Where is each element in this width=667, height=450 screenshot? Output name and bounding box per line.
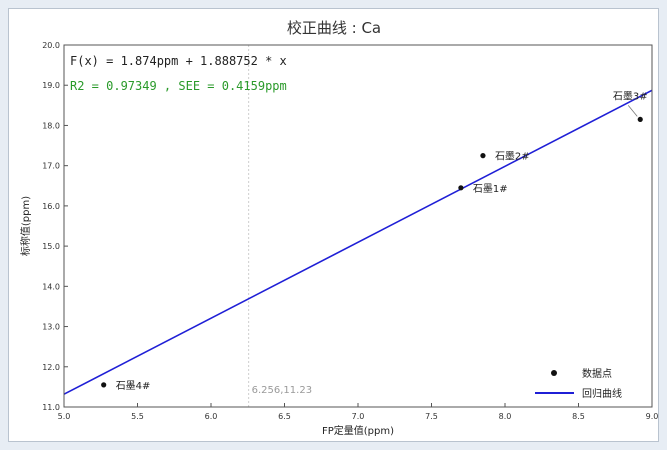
x-tick-label: 8.5 xyxy=(572,412,585,421)
x-tick-label: 9.0 xyxy=(646,412,659,421)
point-label: 石墨3# xyxy=(613,90,648,102)
fit-statistics: R2 = 0.97349 , SEE = 0.4159ppm xyxy=(70,79,287,93)
x-axis-title: FP定量值(ppm) xyxy=(322,424,394,437)
legend-points-label: 数据点 xyxy=(582,367,612,380)
data-point xyxy=(480,153,486,159)
point-label-leader xyxy=(627,105,638,117)
x-tick-label: 6.5 xyxy=(278,412,291,421)
y-tick-label: 12.0 xyxy=(42,363,60,372)
point-label: 石墨1# xyxy=(473,183,508,195)
point-label: 石墨4# xyxy=(116,380,151,392)
chart-title: 校正曲线 : Ca xyxy=(287,19,381,37)
x-tick-label: 6.0 xyxy=(205,412,218,421)
legend-fit-label: 回归曲线 xyxy=(582,387,622,400)
data-point xyxy=(637,116,643,123)
data-point xyxy=(101,382,107,388)
chart-window: 校正曲线 : Ca 6.256,11.23 5.0 5.5 6.0 6.5 7.0 7.5… xyxy=(8,8,659,442)
plot-border xyxy=(63,44,653,408)
point-label: 石墨2# xyxy=(495,151,530,163)
legend: 数据点 回归曲线 xyxy=(535,367,622,400)
regression-line xyxy=(63,89,653,395)
data-points: 石墨1# 石墨2# 石墨3# 石墨4# xyxy=(101,90,648,392)
y-tick-label: 20.0 xyxy=(42,41,60,50)
x-tick-label: 5.0 xyxy=(58,412,71,421)
y-tick-label: 19.0 xyxy=(42,81,60,90)
y-tick-label: 13.0 xyxy=(42,323,60,332)
y-tick-label: 11.0 xyxy=(42,403,60,412)
y-tick-label: 18.0 xyxy=(42,121,60,130)
x-tick-label: 7.5 xyxy=(425,412,438,421)
y-axis-title: 标称值(ppm) xyxy=(19,196,32,256)
plot-area xyxy=(64,45,652,407)
fit-formula: F(x) = 1.874ppm + 1.888752 * x xyxy=(70,54,287,68)
x-tick-label: 5.5 xyxy=(131,412,144,421)
y-tick-label: 15.0 xyxy=(42,242,60,251)
y-axis-ticks: 11.0 12.0 13.0 14.0 15.0 16.0 17.0 18.0 19.0 20.0 xyxy=(42,41,68,412)
x-tick-label: 8.0 xyxy=(499,412,512,421)
cursor-readout: 6.256,11.23 xyxy=(252,385,312,396)
calibration-chart: 校正曲线 : Ca 6.256,11.23 5.0 5.5 6.0 6.5 7.0 7.5… xyxy=(19,19,659,437)
y-tick-label: 17.0 xyxy=(42,162,60,171)
data-point xyxy=(458,185,464,191)
legend-point-marker xyxy=(551,370,557,376)
y-tick-label: 16.0 xyxy=(42,202,60,211)
y-tick-label: 14.0 xyxy=(42,282,60,291)
x-tick-label: 7.0 xyxy=(352,412,365,421)
